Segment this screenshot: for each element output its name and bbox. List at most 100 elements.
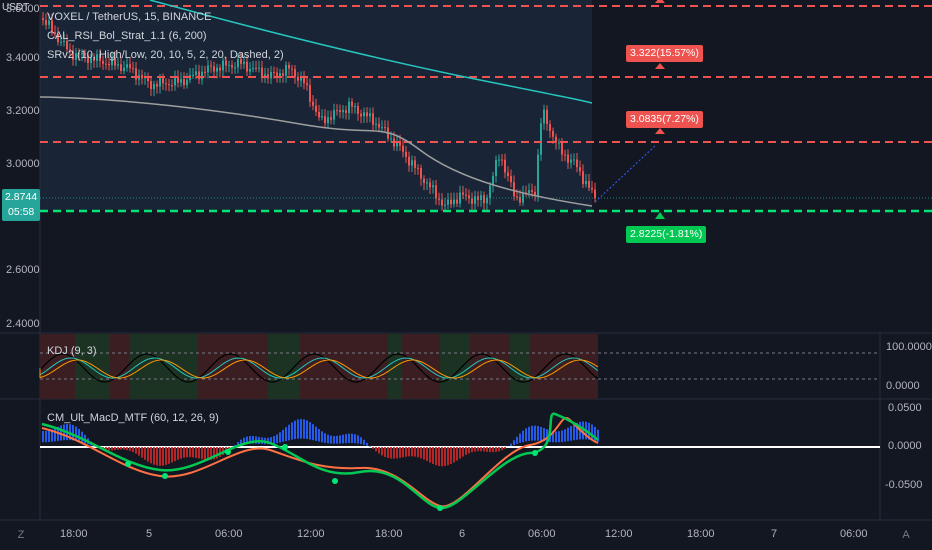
- candle-body: [129, 64, 131, 69]
- macd-histogram-bar: [252, 435, 254, 444]
- macd-histogram-bar: [273, 436, 275, 444]
- candle-body: [492, 175, 494, 186]
- candle-body: [252, 67, 254, 70]
- kdj-zone: [440, 334, 470, 399]
- macd-histogram-bar: [288, 424, 290, 441]
- candle-body: [375, 123, 377, 125]
- zoom-toggle-button[interactable]: Z: [10, 524, 32, 546]
- macd-title[interactable]: CM_Ult_MacD_MTF (60, 12, 26, 9): [47, 412, 219, 424]
- macd-histogram-bar: [582, 421, 584, 440]
- indicator-legend-rsi-bol[interactable]: CAL_RSI_Bol_Strat_1.1 (6, 200): [47, 30, 207, 42]
- candle-body: [486, 197, 488, 204]
- candle-body: [564, 154, 566, 156]
- macd-histogram-bar: [534, 425, 536, 441]
- candle-body: [594, 189, 596, 199]
- candle-body: [153, 83, 155, 90]
- candle-body: [543, 109, 545, 124]
- macd-histogram-bar: [573, 424, 575, 441]
- macd-histogram-bar: [108, 447, 110, 451]
- candle-body: [558, 142, 560, 144]
- macd-histogram-bar: [147, 447, 149, 462]
- macd-histogram-bar: [192, 447, 194, 458]
- candle-body: [90, 57, 92, 63]
- macd-histogram-bar: [111, 447, 113, 451]
- candle-body: [537, 154, 539, 196]
- macd-histogram-bar: [54, 428, 56, 442]
- kdj-zone: [555, 334, 598, 399]
- candle-body: [498, 159, 500, 161]
- candle-body: [120, 64, 122, 71]
- macd-histogram-bar: [480, 447, 482, 452]
- macd-histogram-bar: [162, 447, 164, 466]
- candle-body: [411, 160, 413, 166]
- macd-cross-dot: [282, 444, 288, 450]
- candle-body: [78, 53, 80, 55]
- candle-body: [75, 53, 77, 60]
- candle-body: [246, 61, 248, 72]
- macd-histogram-bar: [369, 446, 371, 447]
- macd-histogram-bar: [366, 442, 368, 446]
- symbol-title[interactable]: VOXEL / TetherUS, 15, BINANCE: [47, 11, 212, 23]
- candle-body: [348, 101, 350, 113]
- macd-histogram-bar: [522, 430, 524, 443]
- macd-histogram-bar: [588, 422, 590, 440]
- macd-histogram-bar: [348, 433, 350, 444]
- time-tick: 18:00: [60, 528, 88, 540]
- time-tick: 06:00: [215, 528, 243, 540]
- indicator-legend-srv2[interactable]: SRv2 (10, High/Low, 20, 10, 5, 2, 20, Da…: [47, 49, 284, 61]
- candle-body: [342, 110, 344, 113]
- macd-histogram-bar: [510, 443, 512, 446]
- candle-body: [429, 182, 431, 188]
- marker-triangle: [655, 63, 665, 69]
- candle-body: [456, 199, 458, 204]
- gray-moving-average: [39, 96, 593, 207]
- macd-histogram-bar: [441, 447, 443, 467]
- macd-histogram-bar: [156, 447, 158, 466]
- macd-histogram-bar: [390, 447, 392, 459]
- candle-body: [315, 105, 317, 112]
- macd-histogram-bar: [213, 447, 215, 460]
- candle-body: [249, 69, 251, 72]
- candle-body: [489, 185, 491, 198]
- macd-level: -0.0500: [885, 479, 923, 491]
- candle-body: [378, 123, 380, 128]
- macd-histogram-bar: [135, 447, 137, 454]
- price-tick: 2.4000: [6, 318, 40, 330]
- macd-histogram-bar: [138, 447, 140, 456]
- candle-body: [516, 196, 518, 198]
- macd-histogram-bar: [150, 447, 152, 464]
- macd-histogram-bar: [297, 419, 299, 439]
- candle-body: [588, 180, 590, 188]
- currency-label: USDT: [2, 2, 30, 13]
- macd-histogram-bar: [486, 447, 488, 452]
- macd-histogram-bar: [117, 447, 119, 450]
- macd-histogram-bar: [558, 431, 560, 443]
- candle-body: [234, 67, 236, 69]
- candle-body: [453, 199, 455, 205]
- macd-histogram-bar: [72, 425, 74, 441]
- macd-histogram-bar: [399, 447, 401, 458]
- macd-cross-dot: [225, 449, 231, 455]
- candle-body: [330, 117, 332, 120]
- auto-scale-button[interactable]: A: [895, 524, 917, 546]
- macd-histogram-bar: [270, 437, 272, 445]
- time-tick: 5: [146, 528, 153, 540]
- current-price-badge: 2.8744 05:58: [2, 189, 40, 221]
- candle-body: [294, 69, 296, 77]
- teal-moving-average: [149, 0, 593, 104]
- candle-body: [345, 110, 347, 113]
- time-tick: 7: [771, 528, 778, 540]
- candle-body: [111, 57, 113, 66]
- macd-histogram-bar: [417, 447, 419, 458]
- candle-body: [435, 185, 437, 199]
- macd-histogram-bar: [327, 434, 329, 444]
- candle-body: [573, 159, 575, 161]
- candle-body: [351, 101, 353, 107]
- macd-histogram-bar: [195, 447, 197, 458]
- kdj-title[interactable]: KDJ (9, 3): [47, 345, 97, 357]
- candle-body: [420, 167, 422, 179]
- candle-body: [195, 71, 197, 75]
- macd-histogram-bar: [405, 447, 407, 457]
- macd-histogram-bar: [291, 422, 293, 440]
